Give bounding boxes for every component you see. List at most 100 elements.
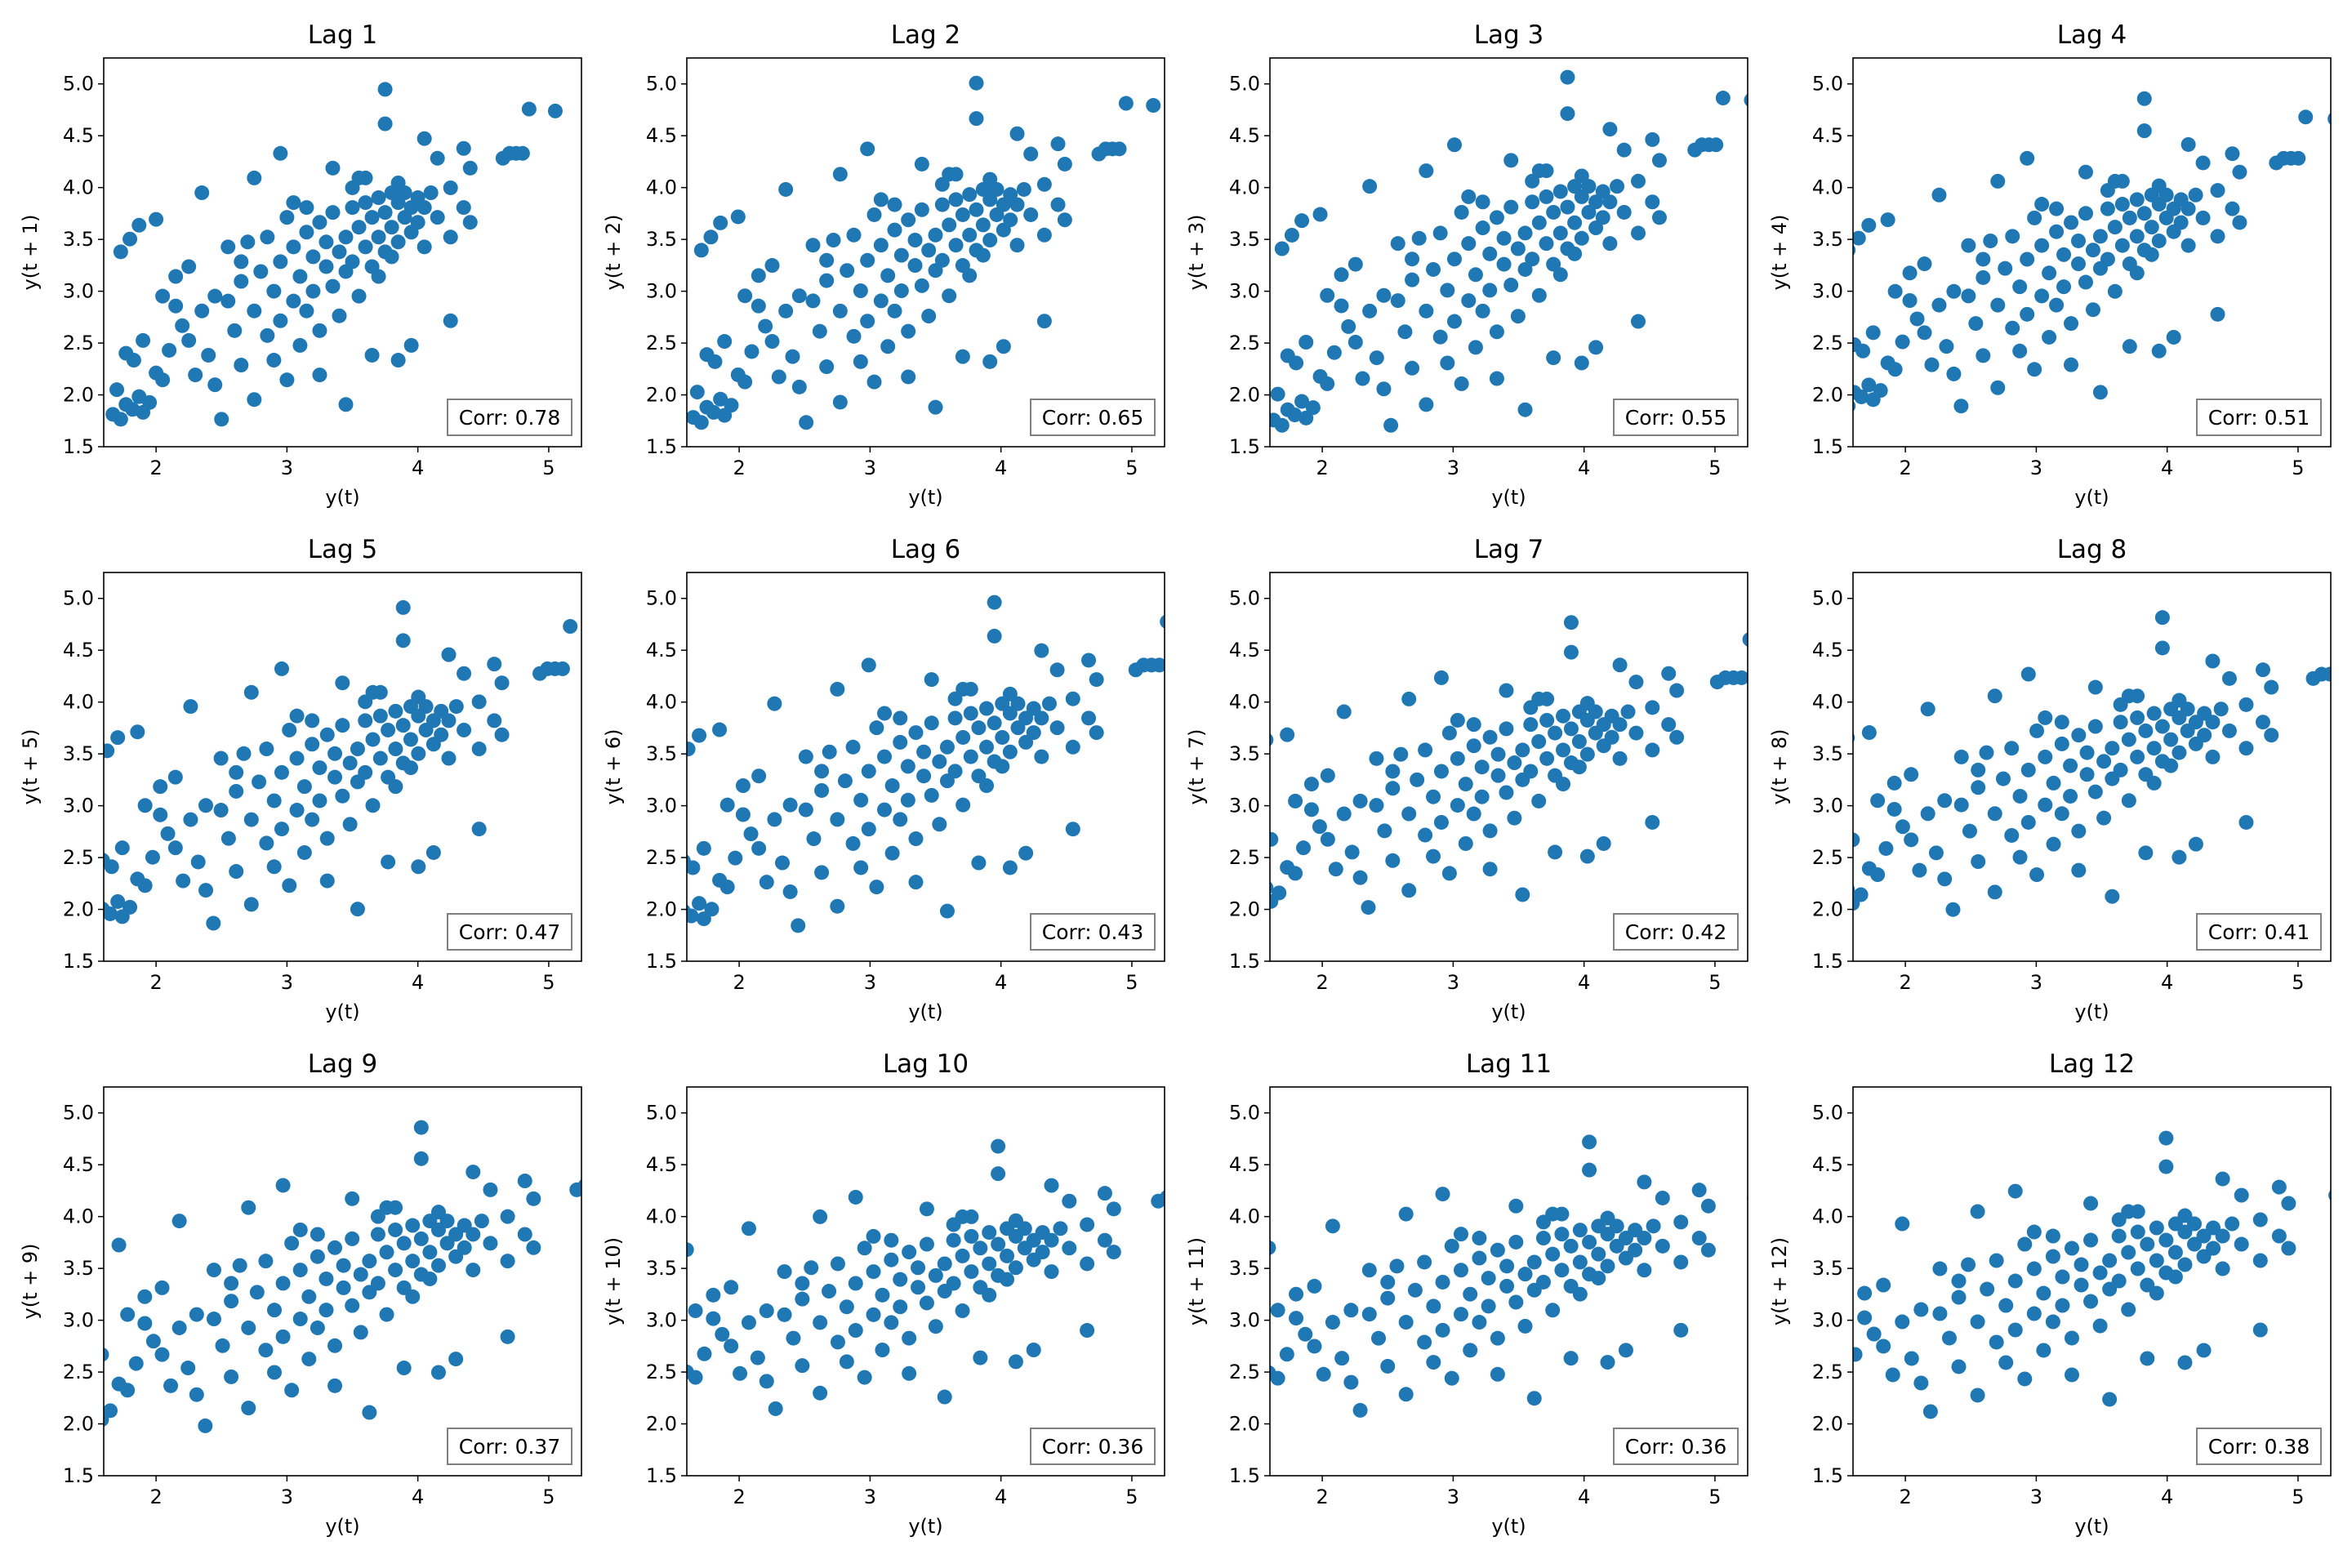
scatter-point: [2107, 283, 2123, 299]
scatter-point: [2140, 1351, 2155, 1366]
scatter-point: [1219, 1391, 1234, 1405]
scatter-point: [1280, 348, 1295, 363]
scatter-point: [704, 902, 719, 917]
scatter-point: [804, 1260, 819, 1276]
scatter-point: [1433, 814, 1449, 830]
scatter-point: [332, 308, 347, 323]
scatter-point: [955, 349, 970, 364]
x-tick-label: 4: [2161, 971, 2173, 994]
x-axis-label: y(t): [2074, 1515, 2109, 1538]
y-tick-label: 3.5: [1229, 742, 1260, 765]
scatter-point: [243, 812, 259, 827]
scatter-point: [873, 192, 889, 207]
y-tick-label: 5.0: [1229, 587, 1260, 610]
scatter-point: [423, 185, 439, 201]
scatter-point: [172, 1214, 187, 1229]
scatter-point: [172, 1320, 187, 1335]
scatter-point: [1419, 303, 1434, 318]
scatter-point: [991, 1236, 1006, 1252]
scatter-point: [183, 699, 198, 715]
scatter-point: [1556, 708, 1571, 724]
scatter-point: [2136, 123, 2152, 139]
scatter-point: [388, 1263, 403, 1278]
scatter-point: [1574, 355, 1589, 371]
scatter-point: [1393, 746, 1409, 762]
y-tick-label: 4.5: [1229, 124, 1260, 147]
y-tick-label: 2.5: [1229, 332, 1260, 354]
scatter-point: [2063, 788, 2078, 804]
scatter-point: [1552, 225, 1568, 241]
scatter-point: [1023, 207, 1039, 222]
scatter-point: [2163, 732, 2179, 747]
scatter-point: [1535, 1274, 1551, 1290]
scatter-point: [733, 1365, 748, 1381]
scatter-point: [2054, 806, 2069, 822]
scatter-point: [289, 708, 305, 724]
scatter-point: [893, 1299, 908, 1315]
scatter-point: [1468, 267, 1483, 283]
scatter-point: [104, 906, 118, 921]
scatter-point: [1563, 1238, 1579, 1254]
scatter-point: [2092, 229, 2108, 244]
scatter-point: [626, 1378, 640, 1392]
scatter-point: [866, 207, 882, 222]
scatter-point: [914, 202, 929, 217]
scatter-point: [813, 1315, 828, 1330]
scatter-point: [252, 774, 267, 790]
scatter-point: [483, 1236, 498, 1251]
scatter-point: [1053, 1221, 1068, 1236]
scatter-point: [1885, 1367, 1900, 1383]
scatter-point: [737, 374, 753, 390]
scatter-point: [1252, 1389, 1267, 1404]
scatter-point: [1946, 283, 1962, 299]
scatter-point: [338, 229, 354, 245]
scatter-point: [224, 1369, 239, 1384]
scatter-point: [131, 217, 147, 233]
scatter-point: [325, 160, 341, 176]
scatter-point: [995, 759, 1010, 774]
scatter-point: [2215, 1171, 2230, 1187]
scatter-point: [2114, 238, 2130, 253]
scatter-point: [1499, 1278, 1515, 1294]
scatter-points: [687, 75, 1161, 430]
scatter-point: [1482, 862, 1498, 877]
x-tick-label: 4: [995, 1486, 1007, 1508]
scatter-point: [1546, 350, 1561, 366]
scatter-point: [1651, 210, 1667, 225]
scatter-point: [2012, 788, 2028, 804]
scatter-point: [819, 359, 835, 375]
scatter-point: [390, 353, 406, 368]
scatter-point: [1976, 348, 1991, 363]
scatter-point: [2130, 1224, 2145, 1240]
scatter-point: [2017, 1236, 2033, 1252]
y-tick-label: 1.5: [1812, 1464, 1843, 1487]
scatter-point: [948, 238, 964, 253]
scatter-point: [2074, 1257, 2089, 1272]
x-tick-label: 3: [1447, 971, 1459, 994]
scatter-point: [405, 1254, 421, 1269]
scatter-point: [1341, 318, 1356, 334]
scatter-point: [111, 1237, 127, 1253]
scatter-point: [713, 391, 728, 407]
scatter-point: [1876, 1339, 1891, 1354]
scatter-point: [1886, 801, 1902, 817]
scatter-point: [1289, 1286, 1304, 1302]
scatter-point: [1352, 793, 1368, 808]
scatter-point: [1928, 845, 1944, 861]
scatter-point: [345, 254, 360, 270]
scatter-point: [1405, 360, 1420, 376]
scatter-point: [2049, 224, 2065, 239]
lag-panel: Lag 112 3 4 51.52.02.53.03.54.04.55.0y(t)y(…: [1185, 1049, 1748, 1538]
scatter-point: [656, 1383, 670, 1398]
scatter-point: [1376, 381, 1392, 397]
y-tick-label: 4.0: [1229, 691, 1260, 714]
x-tick-label: 4: [1578, 1486, 1590, 1508]
scatter-point: [1539, 691, 1555, 706]
scatter-point: [1510, 241, 1526, 256]
scatter-point: [2252, 1212, 2268, 1227]
scatter-point: [914, 278, 929, 293]
scatter-point: [1490, 746, 1506, 762]
scatter-point: [371, 229, 386, 245]
axes-frame: [1852, 57, 2332, 448]
scatter-point: [893, 710, 908, 726]
